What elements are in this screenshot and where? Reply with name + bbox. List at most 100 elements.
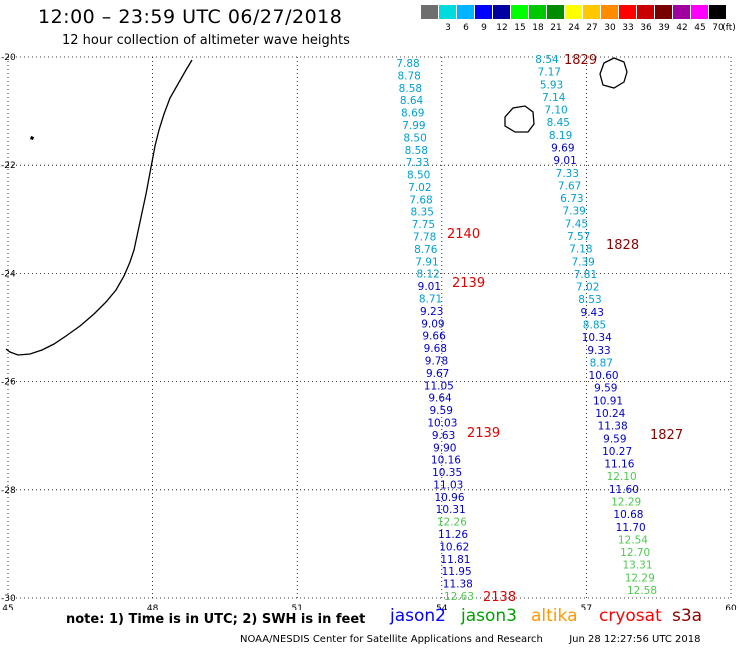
swh-value: 8.50 (407, 170, 430, 182)
swh-value: 9.78 (425, 355, 448, 367)
swh-value: 11.38 (443, 579, 473, 591)
swh-value: 9.43 (581, 307, 604, 319)
footer-credit: NOAA/NESDIS Center for Satellite Applica… (240, 634, 700, 645)
lon-tick-label: 54 (436, 604, 448, 610)
scale-tick-label: 21 (550, 23, 562, 33)
swh-value: 9.59 (430, 405, 453, 417)
scale-tick-label: 36 (640, 23, 652, 33)
swh-value: 10.35 (432, 467, 462, 479)
scale-swatch (457, 5, 474, 19)
swh-value: 9.23 (420, 306, 443, 318)
legend-jason2: jason2 (390, 606, 446, 626)
swh-value: 9.01 (553, 155, 576, 167)
legend-jason3: jason3 (461, 606, 517, 626)
pass-time-label: 2139 (467, 426, 500, 441)
swh-value: 8.54 (535, 54, 559, 66)
scale-swatch (421, 5, 438, 19)
swh-value: 13.31 (622, 560, 652, 572)
scale-swatch (547, 5, 564, 19)
scale-swatch (511, 5, 528, 19)
swh-value: 9.63 (432, 430, 455, 442)
scale-tick-label: 12 (496, 23, 508, 33)
map-grid (7, 56, 732, 599)
swh-value: 10.96 (434, 492, 464, 504)
lat-tick-label: -20 (1, 53, 16, 63)
swh-value: 12.54 (618, 534, 648, 546)
scale-swatch (655, 5, 672, 19)
swh-value: 7.88 (396, 58, 419, 70)
lon-tick-label: 51 (291, 604, 302, 610)
lat-tick-label: -30 (1, 594, 16, 604)
scale-tick-label: 18 (532, 23, 544, 33)
legend-cryosat: cryosat (599, 606, 662, 626)
swh-value: 9.69 (551, 143, 574, 155)
scale-swatch (475, 5, 492, 19)
swh-value: 12.26 (437, 517, 467, 529)
swh-value: 7.57 (567, 231, 590, 243)
swh-value: 8.50 (403, 132, 426, 144)
swh-value: 10.16 (431, 455, 461, 467)
lon-tick-label: 48 (147, 604, 159, 610)
swh-value: 8.64 (400, 95, 424, 107)
madagascar-coastline (5, 59, 193, 356)
scale-tick-label: 33 (622, 23, 634, 33)
swh-value: 7.67 (558, 180, 581, 192)
swh-value: 7.81 (574, 269, 597, 281)
swh-value: 8.45 (547, 117, 570, 129)
scale-swatch (709, 5, 726, 19)
scale-swatch (529, 5, 546, 19)
lon-tick-label: 45 (2, 604, 13, 610)
swh-value: 5.93 (540, 79, 563, 91)
swh-value: 7.68 (409, 194, 432, 206)
swh-value: 8.87 (590, 357, 613, 369)
swh-value: 11.16 (604, 459, 634, 471)
swh-value: 7.99 (402, 120, 425, 132)
swh-value: 7.33 (556, 168, 579, 180)
swh-value: 11.26 (438, 529, 468, 541)
scale-tick-label: 3 (445, 23, 451, 33)
swh-value: 11.38 (598, 421, 628, 433)
scale-tick-label: 27 (586, 23, 598, 33)
scale-swatch (439, 5, 456, 19)
swh-value: 12.63 (444, 591, 474, 603)
swh-value: 9.66 (422, 331, 446, 343)
swh-value: 7.02 (576, 282, 599, 294)
swh-value: 10.27 (602, 446, 632, 458)
altimeter-map: 45 48 51 54 57 60-20-22-24-26-28-30 7.888.788… (1, 53, 737, 610)
swh-value: 7.14 (542, 92, 566, 104)
pass-time-label: 1827 (650, 428, 683, 443)
swh-value: 11.05 (424, 380, 454, 392)
scale-swatch (493, 5, 510, 19)
scale-swatch (637, 5, 654, 19)
swh-value: 10.62 (439, 541, 469, 553)
units-note: note: 1) Time is in UTC; 2) SWH is in fe… (66, 612, 366, 627)
footer-agency: NOAA/NESDIS Center for Satellite Applica… (240, 634, 543, 645)
lon-tick-label: 60 (725, 604, 737, 610)
swh-value: 8.78 (397, 70, 420, 82)
swh-value: 7.39 (562, 206, 585, 218)
lon-tick-label: 57 (581, 604, 592, 610)
swh-value: 7.10 (544, 105, 567, 117)
swh-value: 9.59 (594, 383, 617, 395)
pass-time-label: 2140 (447, 227, 480, 242)
swh-value: 8.58 (399, 83, 422, 95)
mauritius-island-outline (599, 57, 628, 89)
swh-value: 11.70 (616, 522, 646, 534)
altimeter-tracks: 7.888.788.588.648.697.998.508.587.338.50… (396, 54, 657, 603)
swh-value: 11.60 (609, 484, 639, 496)
scale-unit-label: (ft) (722, 23, 736, 33)
swh-value: 9.09 (421, 318, 444, 330)
scale-swatch (583, 5, 600, 19)
scale-swatch (565, 5, 582, 19)
swh-value: 9.67 (426, 368, 449, 380)
legend-s3a: s3a (672, 606, 703, 626)
swh-value: 10.60 (589, 370, 619, 382)
swh-value: 10.03 (427, 417, 457, 429)
swh-value: 8.69 (401, 108, 424, 120)
pass-time-label: 1828 (606, 238, 639, 253)
swh-value: 7.45 (565, 218, 588, 230)
lat-tick-label: -22 (1, 161, 16, 171)
swh-value: 8.85 (583, 320, 606, 332)
swh-value: 10.34 (582, 332, 612, 344)
axis-labels: 45 48 51 54 57 60 -20 -22 -24 -26 -28 -30 (1, 53, 737, 610)
